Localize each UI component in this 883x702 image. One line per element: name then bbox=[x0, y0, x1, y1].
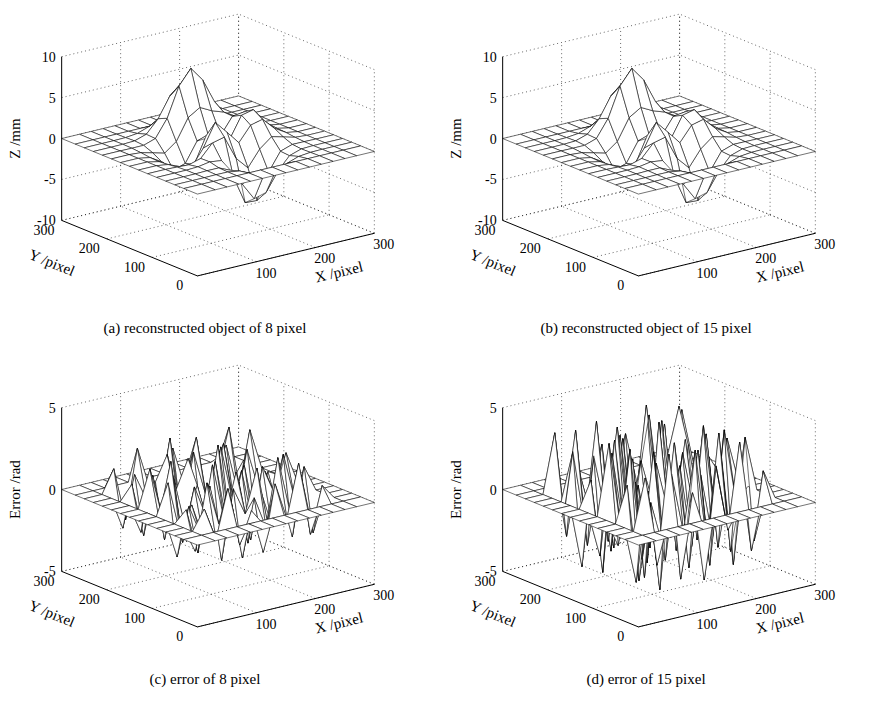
svg-text:-10: -10 bbox=[478, 213, 497, 228]
svg-text:100: 100 bbox=[696, 617, 717, 632]
svg-text:Y /pixel: Y /pixel bbox=[467, 246, 518, 279]
svg-text:-5: -5 bbox=[44, 564, 56, 579]
svg-text:300: 300 bbox=[814, 588, 835, 603]
svg-text:5: 5 bbox=[49, 401, 56, 416]
svg-text:Y /pixel: Y /pixel bbox=[26, 597, 77, 630]
svg-text:(b) reconstructed object of 15: (b) reconstructed object of 15 pixel bbox=[540, 320, 751, 337]
svg-text:5: 5 bbox=[490, 401, 497, 416]
svg-text:0: 0 bbox=[176, 278, 183, 293]
svg-text:0: 0 bbox=[49, 132, 56, 147]
svg-text:100: 100 bbox=[565, 611, 586, 626]
svg-text:X /pixel: X /pixel bbox=[313, 258, 364, 285]
svg-text:300: 300 bbox=[33, 222, 55, 238]
svg-text:(a) reconstructed object of 8: (a) reconstructed object of 8 pixel bbox=[104, 320, 307, 337]
svg-text:300: 300 bbox=[474, 573, 496, 589]
svg-text:0: 0 bbox=[490, 483, 497, 498]
svg-text:-5: -5 bbox=[485, 172, 497, 187]
svg-text:100: 100 bbox=[124, 611, 145, 626]
svg-text:Z /mm: Z /mm bbox=[7, 118, 23, 159]
svg-text:10: 10 bbox=[483, 50, 497, 65]
svg-text:5: 5 bbox=[49, 91, 56, 106]
svg-text:300: 300 bbox=[474, 222, 496, 238]
svg-text:Z /mm: Z /mm bbox=[448, 118, 464, 159]
svg-text:100: 100 bbox=[255, 266, 276, 281]
svg-text:0: 0 bbox=[490, 132, 497, 147]
svg-text:Error /rad: Error /rad bbox=[448, 460, 464, 519]
svg-text:200: 200 bbox=[314, 602, 335, 617]
svg-text:Y /pixel: Y /pixel bbox=[467, 597, 518, 630]
svg-text:200: 200 bbox=[79, 241, 100, 256]
svg-text:200: 200 bbox=[79, 592, 100, 607]
svg-text:100: 100 bbox=[565, 260, 586, 275]
svg-text:10: 10 bbox=[42, 50, 56, 65]
svg-text:300: 300 bbox=[373, 237, 394, 252]
svg-text:100: 100 bbox=[124, 260, 145, 275]
svg-text:300: 300 bbox=[33, 573, 55, 589]
svg-text:X /pixel: X /pixel bbox=[313, 609, 364, 636]
svg-text:-5: -5 bbox=[485, 564, 497, 579]
svg-text:200: 200 bbox=[520, 592, 541, 607]
svg-text:(c) error of 8 pixel: (c) error of 8 pixel bbox=[150, 671, 261, 688]
svg-text:200: 200 bbox=[755, 251, 776, 266]
svg-text:0: 0 bbox=[617, 629, 624, 644]
svg-text:300: 300 bbox=[373, 588, 394, 603]
svg-text:X /pixel: X /pixel bbox=[754, 258, 805, 285]
svg-text:X /pixel: X /pixel bbox=[754, 609, 805, 636]
svg-text:-10: -10 bbox=[37, 213, 56, 228]
svg-text:0: 0 bbox=[176, 629, 183, 644]
svg-text:300: 300 bbox=[814, 237, 835, 252]
svg-text:Error /rad: Error /rad bbox=[7, 460, 23, 519]
svg-text:100: 100 bbox=[696, 266, 717, 281]
svg-text:Y /pixel: Y /pixel bbox=[26, 246, 77, 279]
svg-text:100: 100 bbox=[255, 617, 276, 632]
svg-text:200: 200 bbox=[520, 241, 541, 256]
svg-text:0: 0 bbox=[49, 483, 56, 498]
svg-text:(d) error of 15 pixel: (d) error of 15 pixel bbox=[586, 671, 705, 688]
svg-text:200: 200 bbox=[314, 251, 335, 266]
svg-text:5: 5 bbox=[490, 91, 497, 106]
svg-text:0: 0 bbox=[617, 278, 624, 293]
svg-text:200: 200 bbox=[755, 602, 776, 617]
svg-text:-5: -5 bbox=[44, 172, 56, 187]
